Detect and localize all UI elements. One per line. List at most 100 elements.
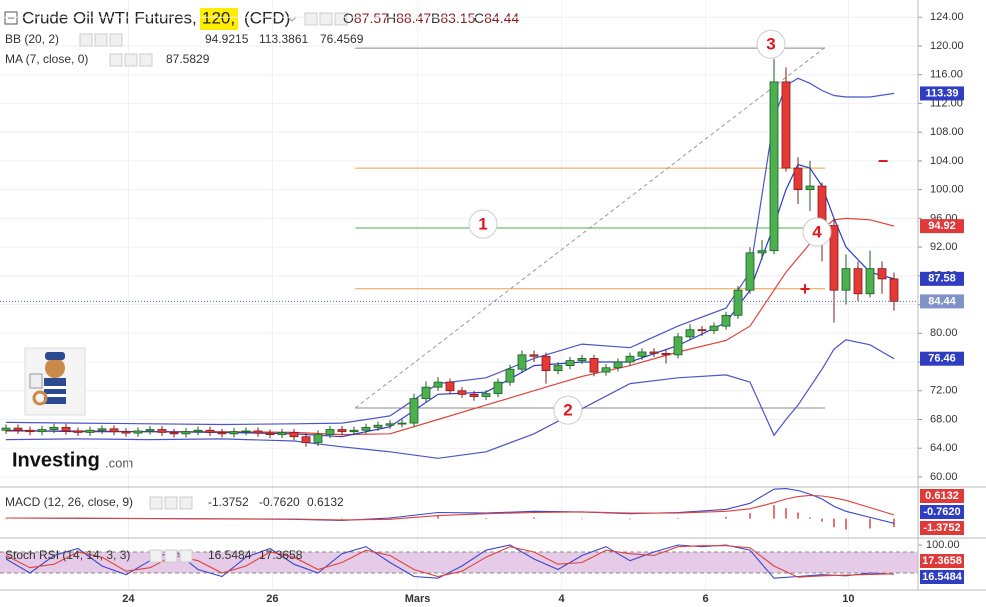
avatar-icon [24,347,86,416]
candle-body [25,429,35,433]
icon-button[interactable] [164,549,178,563]
icon-button[interactable] [179,496,193,510]
histogram-bar [485,518,487,519]
icon-button[interactable] [109,53,123,67]
sign: + [800,279,811,299]
legend-name: Stoch RSI (14, 14, 3, 3) [5,548,130,562]
y-tick-label: 116.00 [930,69,963,81]
legend-name: MA (7, close, 0) [5,52,88,66]
marker-label: 2 [563,401,572,420]
value-box-label: -0.7620 [923,506,960,518]
icon-button[interactable] [304,12,318,26]
icon-button[interactable] [139,53,153,67]
interval: 120, [202,8,235,27]
x-tick-label: 4 [559,593,566,605]
x-tick-label: 24 [122,593,135,605]
histogram-bar [629,518,631,520]
candle-body [829,225,839,291]
icon-button[interactable] [79,33,93,47]
legend-value: 17.3658 [259,548,303,562]
candle-body [373,424,383,428]
candle-body [709,325,719,331]
icon-button[interactable] [164,496,178,510]
y-tick-label: 120.00 [930,40,964,52]
x-tick-label: Mars [405,593,431,605]
value-box-label: -1.3752 [923,522,960,534]
candle-body [409,398,419,424]
candle-body [325,429,335,435]
candle-body [697,329,707,332]
icon-button[interactable] [94,33,108,47]
histogram-bar [725,516,727,519]
icon-button[interactable] [179,549,193,563]
histogram-bar [809,517,811,519]
candle-body [781,81,791,169]
value-box [920,271,964,286]
candle-body [145,429,155,432]
candle-body [133,430,143,434]
value-box [920,521,964,535]
candle-body [793,167,803,191]
value-box [920,570,964,584]
candle-body [445,381,455,392]
candle-body [769,81,779,252]
icon-button[interactable] [149,496,163,510]
legend-value: 94.9215 [205,32,249,46]
candle-body [661,352,671,356]
legend-value: 16.5484 [208,548,252,562]
signal-line [5,494,895,521]
candle-body [721,314,731,327]
candle-body [865,268,875,295]
candle-body [205,429,215,433]
histogram-bar [5,518,7,520]
x-tick-label: 26 [266,593,278,605]
avatar-stripe [44,386,66,389]
x-tick-label: 6 [703,593,709,605]
marker [468,209,498,239]
value-box-label: 94.92 [928,220,956,232]
candle-body [577,358,587,361]
y-tick-label: 72.00 [930,385,958,397]
icon-button[interactable] [124,53,138,67]
candle-body [493,381,503,395]
candle-body [625,355,635,363]
value-box [920,489,964,503]
candle-body [757,250,767,254]
value-box-label: 0.6132 [925,490,959,502]
y-tick-label: 124.00 [930,11,964,23]
candle-body [73,430,83,433]
value-box [920,351,964,366]
marker-label: 3 [766,35,775,54]
candle-body [457,390,467,395]
marker-label: 1 [478,215,487,234]
value-box [920,554,964,568]
collapse-icon[interactable] [4,11,18,25]
candle-body [229,431,239,435]
icon-button[interactable] [319,12,333,26]
candle-body [877,268,887,280]
icon-button[interactable] [109,33,123,47]
candle-body [313,434,323,443]
marker [756,29,786,59]
candle-body [85,429,95,433]
legend-value: 0.6132 [307,495,344,509]
legend-value: -1.3752 [208,495,249,509]
candle-body [421,386,431,400]
histogram-bar [785,508,787,519]
candle-body [253,430,263,434]
y-tick-label: 100.00 [930,184,964,196]
icon-button[interactable] [334,12,348,26]
legend-name: BB (20, 2) [5,32,59,46]
candle-body [337,429,347,433]
brand-name: Investing [12,449,100,471]
histogram-bar [869,518,871,529]
y-tick-label: 100.00 [926,539,960,551]
legend-name: MACD (12, 26, close, 9) [5,495,133,509]
dropdown[interactable] [287,16,297,22]
candle-body [217,432,227,435]
histogram-bar [533,517,535,519]
candle-body [649,351,659,354]
marker [553,395,583,425]
icon-button[interactable] [149,549,163,563]
candle-body [805,185,815,191]
